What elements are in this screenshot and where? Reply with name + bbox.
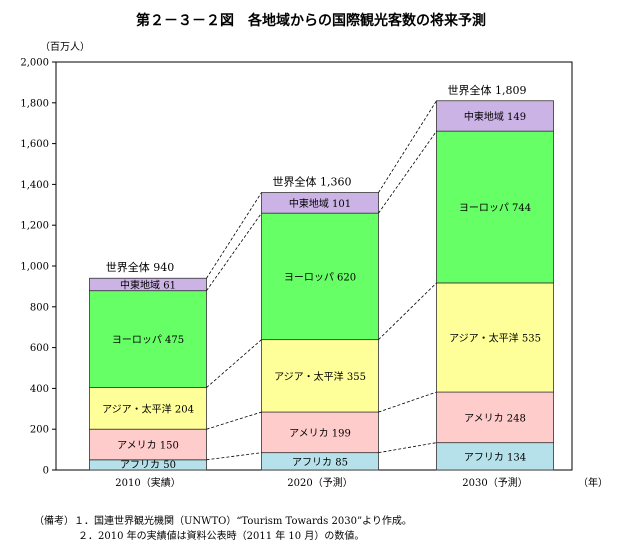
bar-segment-label: ヨーロッパ 744 [459, 202, 531, 214]
bar-segment-label: 中東地域 101 [289, 197, 351, 210]
y-tick-label: 1,000 [20, 262, 49, 273]
connector-line [378, 100, 437, 193]
bar-segment [436, 442, 554, 471]
bar-segment-label: アフリカ 134 [464, 451, 526, 463]
y-tick-label: 2,000 [20, 58, 49, 69]
bar-segment-label: アジア・太平洋 355 [274, 370, 366, 383]
y-tick-label: 1,400 [20, 180, 49, 191]
bar-segment [89, 428, 207, 461]
y-axis-label: （百万人） [40, 41, 90, 53]
x-axis-label: （年） [578, 476, 608, 489]
y-tick-label: 1,600 [20, 139, 49, 150]
bar-segment-label: ヨーロッパ 475 [112, 334, 184, 346]
y-tick-label: 400 [30, 384, 49, 395]
x-tick-label: 2020（予測） [287, 476, 352, 489]
connector-line [206, 452, 262, 461]
note-line-2: ２．2010 年の実績値は資料公表時（2011 年 10 月）の数値。 [78, 531, 365, 542]
bar-segment [436, 282, 554, 393]
bar-segment [436, 100, 554, 132]
bar-segment [261, 411, 379, 454]
connector-line [378, 391, 437, 413]
bar-segment [89, 387, 207, 430]
bar-segment-label: 中東地域 149 [464, 110, 526, 123]
bar-segment [89, 277, 207, 292]
stacked-bar-chart: 0 200 400 600 800 1,000 1,200 1,400 1,600 1,800 2,… [20, 41, 608, 489]
y-tick-label: 1,200 [20, 221, 49, 232]
connector-line [378, 130, 437, 214]
note-line-1: （備考）１．国連世界観光機関（UNWTO）“Tourism Towards 20… [34, 516, 412, 527]
bar-segment [436, 391, 554, 444]
bar-segment [89, 290, 207, 388]
bar-segment [436, 130, 554, 284]
bar-segment [261, 339, 379, 413]
bar-segment [261, 192, 379, 214]
bar-segment-label: ヨーロッパ 620 [284, 271, 356, 283]
bar-total-label: 世界全体 940 [106, 260, 175, 274]
bar-segment-label: アフリカ 50 [120, 459, 176, 471]
y-tick-label: 0 [43, 466, 49, 477]
bar-segment-label: アメリカ 199 [289, 427, 351, 439]
bar-segment-label: アジア・太平洋 204 [102, 402, 194, 415]
bar-segment [261, 212, 379, 341]
y-tick-label: 1,800 [20, 98, 49, 109]
bar-segment-label: アフリカ 85 [292, 456, 348, 468]
connector-line [206, 212, 262, 291]
chart-title: 第２－３－２図 各地域からの国際観光客数の将来予測 [136, 13, 486, 29]
bar-total-label: 世界全体 1,360 [273, 175, 352, 189]
connector-line [206, 339, 262, 388]
bar-segment-label: 中東地域 61 [120, 279, 176, 292]
x-tick-label: 2030（予測） [462, 476, 527, 489]
bar-total-label: 世界全体 1,809 [448, 83, 527, 97]
bar-segment-label: アメリカ 150 [117, 440, 179, 452]
connector-line [206, 192, 262, 279]
y-tick-label: 200 [30, 425, 49, 436]
y-tick-label: 800 [30, 302, 49, 313]
x-tick-label: 2010（実績） [115, 476, 180, 489]
bar-segment-label: アジア・太平洋 535 [449, 332, 541, 345]
connector-line [378, 282, 437, 340]
connector-line [206, 411, 262, 430]
connector-line [378, 442, 437, 454]
bar-segment-label: アメリカ 248 [464, 412, 526, 424]
y-tick-label: 600 [30, 343, 49, 354]
